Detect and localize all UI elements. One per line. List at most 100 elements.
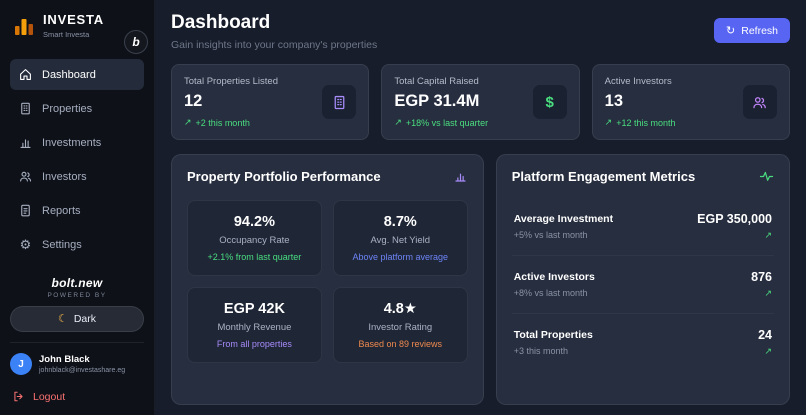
activity-icon [759,169,774,184]
app-subtitle: Smart Investa [43,30,90,39]
metric-row-value: 876 [751,270,772,284]
metric-row-label: Total Properties [513,329,593,341]
sidebar-item-label: Dashboard [42,68,96,81]
metric-tile-occupancy: 94.2% Occupancy Rate +2.1% from last qua… [187,200,322,276]
logout-label: Logout [33,390,66,403]
gear-icon: ⚙ [19,237,32,252]
bolt-badge[interactable]: b [124,30,148,54]
engagement-panel: Platform Engagement Metrics Average Inve… [495,154,790,405]
trend-up-icon: ↗ [604,117,613,127]
bar-chart-icon [453,169,468,184]
building-icon [18,101,33,116]
app-title: INVESTA [43,12,104,27]
tile-note: Based on 89 reviews [358,339,443,349]
dollar-icon: $ [532,85,567,119]
trend-up-icon: ↗ [764,288,772,298]
refresh-label: Refresh [741,24,778,37]
metric-row-label: Average Investment [513,213,614,225]
panels-row: Property Portfolio Performance 94.2% Occ… [171,154,790,405]
tile-label: Avg. Net Yield [370,235,431,246]
refresh-button[interactable]: ↻ Refresh [714,18,790,43]
metric-row-sub: +8% vs last month [513,288,588,298]
metric-row-sub: +3 this month [513,346,568,356]
sidebar-item-label: Properties [42,102,93,115]
tile-note: From all properties [216,339,292,349]
tile-note: +2.1% from last quarter [207,252,302,262]
stat-card-capital-raised: Total Capital Raised EGP 31.4M ↗ +18% vs… [381,64,580,140]
user-email: johnblack@investashare.eg [39,367,126,374]
tile-value: EGP 42K [223,301,285,317]
sidebar-item-properties[interactable]: Properties [10,93,144,124]
theme-toggle[interactable]: ☾ Dark [10,306,144,332]
sidebar-item-label: Settings [42,238,82,251]
metric-tile-monthly-revenue: EGP 42K Monthly Revenue From all propert… [187,287,322,363]
stat-value: 13 [604,92,624,110]
stat-value: EGP 31.4M [394,92,480,110]
engagement-panel-title: Platform Engagement Metrics [511,169,696,184]
theme-toggle-label: Dark [73,312,97,325]
metric-row-value: EGP 350,000 [697,212,772,226]
trend-up-icon: ↗ [764,346,772,356]
moon-icon: ☾ [57,313,68,325]
metric-row-active-investors: Active Investors +8% vs last month 876 ↗ [511,256,774,314]
tile-label: Monthly Revenue [217,322,292,333]
sidebar-item-label: Investments [42,136,102,149]
sidebar-item-dashboard[interactable]: Dashboard [10,59,144,90]
stats-row: Total Properties Listed 12 ↗ +2 this mon… [171,64,790,140]
stat-label: Total Properties Listed [184,76,278,87]
metric-row-label: Active Investors [513,271,595,283]
metric-row-value: 24 [758,328,772,342]
tile-value: 4.8★ [383,301,417,317]
logo-building-icon [12,14,36,38]
sidebar-item-settings[interactable]: ⚙ Settings [10,229,144,260]
stat-delta: ↗ +12 this month [604,117,676,128]
sidebar-item-investments[interactable]: Investments [10,127,144,158]
metric-row-sub: +5% vs last month [513,230,588,240]
engagement-rows: Average Investment +5% vs last month EGP… [511,198,774,371]
metric-tile-net-yield: 8.7% Avg. Net Yield Above platform avera… [332,200,468,276]
metric-row-total-properties: Total Properties +3 this month 24 ↗ [512,314,774,371]
refresh-icon: ↻ [726,25,736,37]
stat-label: Total Capital Raised [394,76,479,87]
tile-label: Investor Rating [368,322,433,333]
building-icon [322,85,357,119]
sidebar-nav: Dashboard Properties Investments Investo… [10,59,144,260]
stat-label: Active Investors [604,76,672,87]
stat-value: 12 [184,92,203,110]
stat-delta: ↗ +18% vs last quarter [394,117,489,128]
sidebar: INVESTA Smart Investa b Dashboard Proper… [0,0,155,415]
portfolio-panel: Property Portfolio Performance 94.2% Occ… [171,154,484,405]
page-subtitle: Gain insights into your company's proper… [171,39,378,51]
powered-by: bolt.new POWERED BY [10,276,144,299]
tile-value: 8.7% [383,214,417,230]
user-profile: J John Black johnblack@investashare.eg [10,342,144,375]
main-content: Dashboard Gain insights into your compan… [155,0,806,415]
users-icon [742,85,777,119]
logout-icon [12,390,25,403]
stat-card-total-properties: Total Properties Listed 12 ↗ +2 this mon… [171,64,370,140]
trend-up-icon: ↗ [184,117,192,127]
portfolio-tiles: 94.2% Occupancy Rate +2.1% from last qua… [187,200,468,363]
logout-button[interactable]: Logout [10,388,144,405]
stat-card-active-investors: Active Investors 13 ↗ +12 this month [591,64,790,140]
document-icon [18,203,33,218]
trend-up-icon: ↗ [394,117,402,127]
bar-chart-icon [18,135,33,150]
powered-by-label: POWERED BY [47,292,107,299]
tile-value: 94.2% [233,214,275,230]
sidebar-item-investors[interactable]: Investors [10,161,144,192]
users-icon [18,169,33,184]
bolt-brand: bolt.new [51,276,103,290]
tile-note: Above platform average [352,252,449,262]
home-icon [18,67,33,82]
stat-delta: ↗ +2 this month [184,117,250,128]
sidebar-item-reports[interactable]: Reports [10,195,144,226]
user-name: John Black [39,354,90,365]
sidebar-item-label: Investors [42,170,87,183]
metric-tile-investor-rating: 4.8★ Investor Rating Based on 89 reviews [332,287,468,363]
avatar: J [10,353,32,375]
tile-label: Occupancy Rate [219,235,290,246]
sidebar-item-label: Reports [42,204,81,217]
page-header: Dashboard Gain insights into your compan… [171,12,790,51]
portfolio-panel-title: Property Portfolio Performance [187,169,381,184]
